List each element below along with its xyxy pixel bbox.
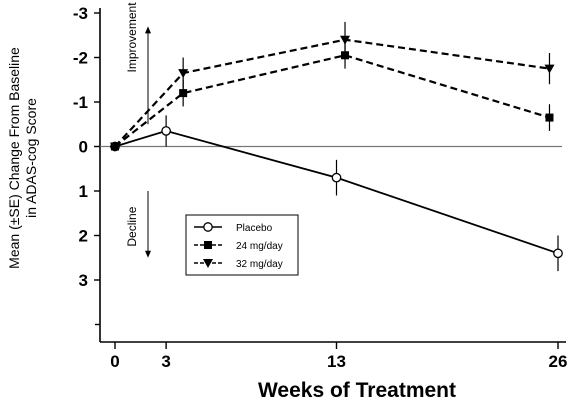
data-point	[340, 35, 351, 45]
legend-marker	[203, 259, 213, 268]
series-line-placebo	[114, 129, 559, 255]
series-32-mg-day	[110, 21, 555, 152]
data-point	[545, 113, 554, 122]
annotation-improvement: Improvement	[125, 2, 139, 73]
x-tick-label: 26	[549, 352, 568, 371]
series-line-32-mg-day	[114, 38, 550, 148]
series-group	[110, 21, 563, 272]
y-axis-title-line-1: Mean (±SE) Change From Baseline	[6, 47, 22, 269]
data-point	[331, 172, 342, 183]
legend-label: 24 mg/day	[236, 241, 283, 252]
y-tick-label: -1	[73, 93, 88, 112]
annotations: Improvement Decline	[125, 2, 151, 258]
x-tick-label: 3	[161, 352, 170, 371]
tick-marks	[94, 12, 559, 349]
y-tick-label: 1	[79, 182, 88, 201]
series-line-24-mg-day	[114, 54, 550, 148]
legend-marker	[203, 222, 213, 232]
data-point	[178, 69, 189, 79]
x-tick-label: 0	[110, 352, 119, 371]
data-point	[544, 64, 555, 74]
series-placebo	[110, 115, 563, 272]
legend-label: Placebo	[236, 223, 273, 234]
data-point	[161, 126, 171, 136]
decline-arrow-head	[145, 250, 151, 258]
legend-marker	[204, 241, 212, 249]
data-point	[110, 142, 120, 152]
legend: Placebo 24 mg/day 32 mg/day	[185, 214, 299, 276]
y-tick-label: -2	[73, 49, 88, 68]
x-axis-title: Weeks of Treatment	[258, 379, 456, 402]
data-point	[179, 89, 188, 98]
annotation-decline: Decline	[125, 206, 139, 246]
legend-label: 32 mg/day	[236, 259, 283, 270]
x-tick-label: 13	[327, 352, 346, 371]
y-tick-label: 2	[79, 227, 88, 246]
improvement-arrow-head	[145, 26, 151, 34]
axes	[99, 8, 566, 343]
data-point	[553, 248, 563, 259]
y-tick-label: 0	[79, 138, 88, 157]
y-tick-label: 3	[79, 271, 88, 290]
y-axis-title-line-2: in ADAS-cog Score	[23, 98, 39, 218]
tick-labels: -3 -2 -1 0 1 2 3 0 3 13 26	[73, 4, 568, 371]
y-tick-label: -3	[73, 4, 88, 23]
